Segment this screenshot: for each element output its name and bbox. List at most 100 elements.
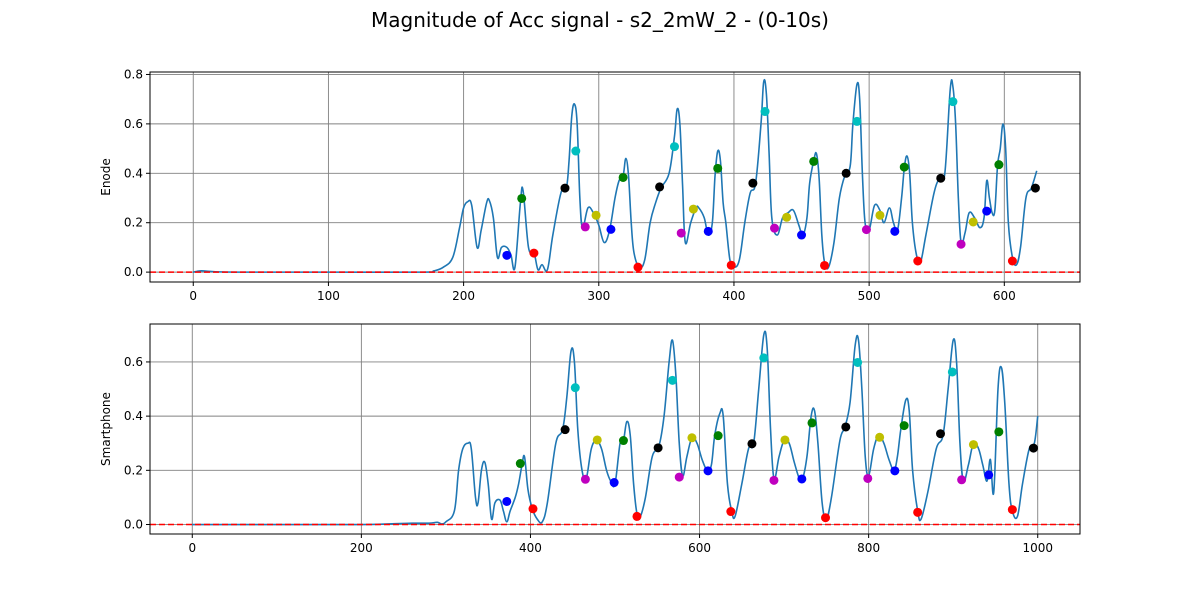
smartphone-marker-25	[853, 357, 863, 367]
smartphone-marker-37	[1007, 505, 1017, 515]
enode-x-tick-label: 500	[858, 289, 881, 303]
smartphone-marker-20	[780, 435, 790, 445]
enode-x-tick-label: 600	[993, 289, 1016, 303]
smartphone-marker-24	[841, 422, 851, 432]
smartphone-x-tick-label: 600	[688, 541, 711, 555]
enode-marker-14	[703, 226, 713, 236]
enode-marker-5	[580, 222, 590, 232]
enode-x-tick-label: 100	[317, 289, 340, 303]
smartphone-marker-38	[1029, 443, 1038, 453]
smartphone-signal-line	[192, 330, 1039, 526]
enode-marker-21	[797, 230, 807, 240]
enode-marker-6	[591, 210, 601, 220]
enode-y-axis-label: Enode	[99, 158, 113, 196]
smartphone-subplot: 0 200 400 600 800 1000 0.0 0.2 0.4 0.6 Smartphone	[99, 323, 1081, 555]
enode-marker-8	[618, 172, 628, 182]
enode-plot-area	[150, 72, 1080, 282]
smartphone-marker-15	[713, 431, 723, 441]
enode-marker-36	[994, 160, 1004, 170]
enode-y-tick-label: 0.4	[124, 166, 143, 180]
smartphone-marker-14	[703, 466, 713, 476]
enode-x-tick-label: 0	[189, 289, 197, 303]
smartphone-marker-11	[667, 375, 677, 385]
smartphone-marker-27	[875, 432, 885, 442]
enode-y-tick-label: 0.8	[124, 67, 143, 81]
enode-marker-19	[770, 223, 780, 233]
enode-marker-1	[517, 193, 527, 203]
smartphone-marker-34	[968, 440, 978, 450]
enode-marker-29	[899, 162, 909, 172]
smartphone-x-tick-label: 400	[519, 541, 542, 555]
smartphone-marker-6	[592, 435, 602, 445]
smartphone-marker-35	[984, 470, 994, 480]
enode-subplot: 0 100 200 300 400 500 600 0.0 0.2 0.4 0.6 0.8 Enode	[99, 67, 1081, 303]
smartphone-marker-26	[863, 473, 873, 483]
enode-marker-37	[1007, 256, 1017, 266]
smartphone-marker-31	[936, 429, 945, 439]
smartphone-marker-12	[674, 472, 684, 482]
smartphone-y-tick-label: 0.2	[124, 463, 143, 477]
enode-marker-0	[502, 250, 512, 260]
enode-marker-4	[571, 146, 581, 156]
enode-marker-3	[560, 183, 570, 193]
smartphone-x-tick-label: 200	[350, 541, 373, 555]
smartphone-marker-13	[687, 433, 697, 443]
smartphone-y-axis-label: Smartphone	[99, 392, 113, 466]
smartphone-marker-21	[797, 474, 807, 484]
smartphone-marker-32	[947, 367, 957, 377]
smartphone-y-tick-label: 0.0	[124, 518, 143, 532]
enode-marker-17	[748, 178, 758, 188]
smartphone-marker-29	[899, 421, 909, 431]
smartphone-marker-2	[528, 504, 538, 514]
smartphone-marker-18	[759, 353, 769, 363]
smartphone-plot-area	[150, 324, 1080, 534]
smartphone-marker-7	[609, 478, 619, 488]
smartphone-marker-10	[653, 443, 663, 453]
enode-marker-2	[529, 248, 539, 258]
smartphone-marker-3	[560, 425, 570, 435]
enode-marker-25	[852, 116, 862, 126]
enode-marker-10	[655, 182, 665, 192]
enode-marker-34	[968, 217, 978, 227]
smartphone-y-tick-label: 0.4	[124, 409, 143, 423]
enode-marker-22	[809, 156, 819, 166]
smartphone-marker-16	[726, 507, 736, 517]
enode-marker-15	[713, 163, 723, 173]
smartphone-y-tick-label: 0.6	[124, 355, 143, 369]
enode-marker-30	[913, 256, 923, 266]
smartphone-x-tick-label: 0	[188, 541, 196, 555]
enode-marker-38	[1030, 183, 1040, 193]
enode-marker-23	[820, 260, 830, 270]
smartphone-axes-frame	[149, 323, 1081, 535]
smartphone-marker-28	[890, 466, 900, 476]
enode-marker-18	[760, 107, 770, 117]
smartphone-marker-0	[502, 496, 512, 506]
enode-marker-31	[936, 173, 946, 183]
enode-marker-28	[890, 226, 900, 236]
figure-title: Magnitude of Acc signal - s2_2mW_2 - (0-…	[371, 8, 829, 32]
smartphone-marker-4	[570, 383, 580, 393]
enode-x-tick-label: 300	[587, 289, 610, 303]
enode-marker-32	[948, 97, 958, 107]
enode-marker-9	[633, 262, 643, 272]
smartphone-marker-23	[821, 513, 831, 523]
enode-marker-13	[688, 204, 698, 214]
enode-marker-24	[841, 168, 851, 178]
smartphone-marker-9	[632, 511, 642, 521]
enode-x-tick-label: 400	[723, 289, 746, 303]
smartphone-marker-17	[747, 439, 757, 449]
smartphone-marker-33	[957, 475, 967, 485]
smartphone-x-tick-label: 1000	[1022, 541, 1053, 555]
enode-marker-20	[782, 212, 792, 222]
enode-marker-12	[676, 228, 686, 238]
smartphone-marker-22	[807, 418, 817, 428]
enode-x-tick-label: 200	[452, 289, 475, 303]
smartphone-marker-5	[580, 474, 590, 484]
smartphone-marker-8	[618, 436, 628, 446]
enode-y-tick-label: 0.6	[124, 117, 143, 131]
enode-marker-11	[669, 142, 679, 152]
enode-marker-35	[982, 206, 992, 216]
smartphone-marker-19	[769, 475, 779, 485]
smartphone-x-tick-label: 800	[857, 541, 880, 555]
